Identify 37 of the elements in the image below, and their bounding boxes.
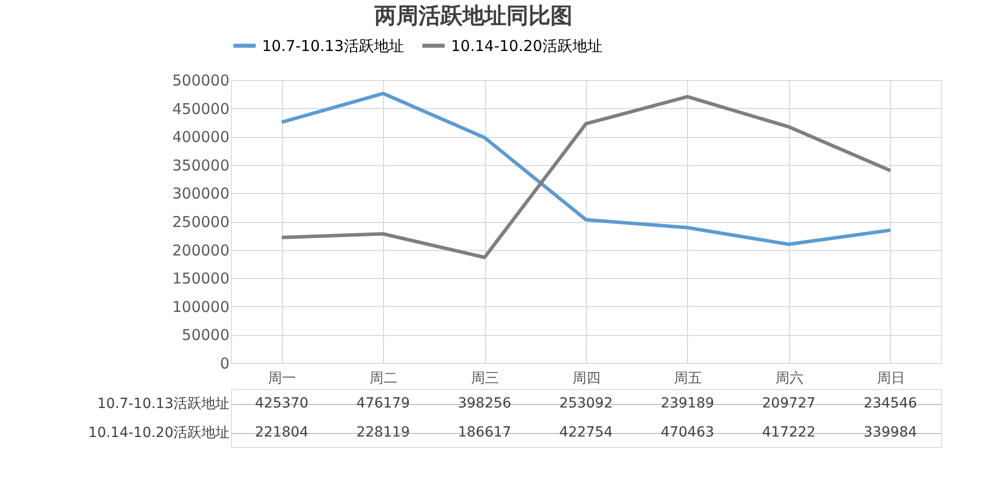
y-tick-label: 100000: [172, 298, 230, 316]
text: 10.14-10.20活跃地址: [88, 425, 230, 441]
data-label: 470463: [660, 424, 714, 440]
y-tick-label: 400000: [172, 128, 230, 146]
x-tick-label: 周一: [268, 370, 296, 386]
y-tick-label: 200000: [172, 241, 230, 260]
x-tick-label: 周日: [876, 370, 905, 386]
y-tick-label: 150000: [172, 270, 230, 288]
y-tick-label: 300000: [172, 184, 230, 203]
chart-title: 两周活跃地址同比图: [374, 4, 572, 29]
data-label: 234546: [864, 396, 918, 412]
data-label: 239189: [660, 396, 714, 412]
data-label: 221804: [254, 424, 309, 440]
y-tick-label: 0: [220, 354, 230, 372]
x-tick-label: 周五: [674, 370, 702, 386]
data-label: 339984: [864, 424, 918, 440]
y-tick-label: 450000: [172, 100, 230, 118]
legend-label: 10.14-10.20活跃地址: [451, 36, 602, 55]
legend-label: 10.7-10.13活跃地址: [262, 36, 404, 55]
y-tick-label: 350000: [172, 156, 230, 174]
y-tick-label: 500000: [172, 72, 230, 90]
x-tick-label: 周四: [572, 370, 600, 386]
y-tick-label: 50000: [182, 326, 230, 344]
x-tick-label: 周二: [370, 370, 398, 386]
text: 10.7-10.13活跃地址: [97, 396, 230, 412]
data-label: 425370: [254, 396, 308, 412]
data-label: 476179: [356, 396, 410, 412]
data-label: 228119: [356, 424, 410, 440]
data-label: 422754: [559, 424, 613, 440]
data-label: 253092: [559, 396, 613, 412]
x-tick-label: 周三: [471, 370, 500, 386]
data-label: 186617: [458, 424, 512, 440]
y-tick-label: 250000: [172, 213, 230, 231]
x-tick-label: 周六: [775, 370, 804, 386]
data-label: 417222: [762, 424, 816, 440]
data-label: 209727: [762, 396, 816, 412]
data-label: 398256: [458, 396, 512, 412]
